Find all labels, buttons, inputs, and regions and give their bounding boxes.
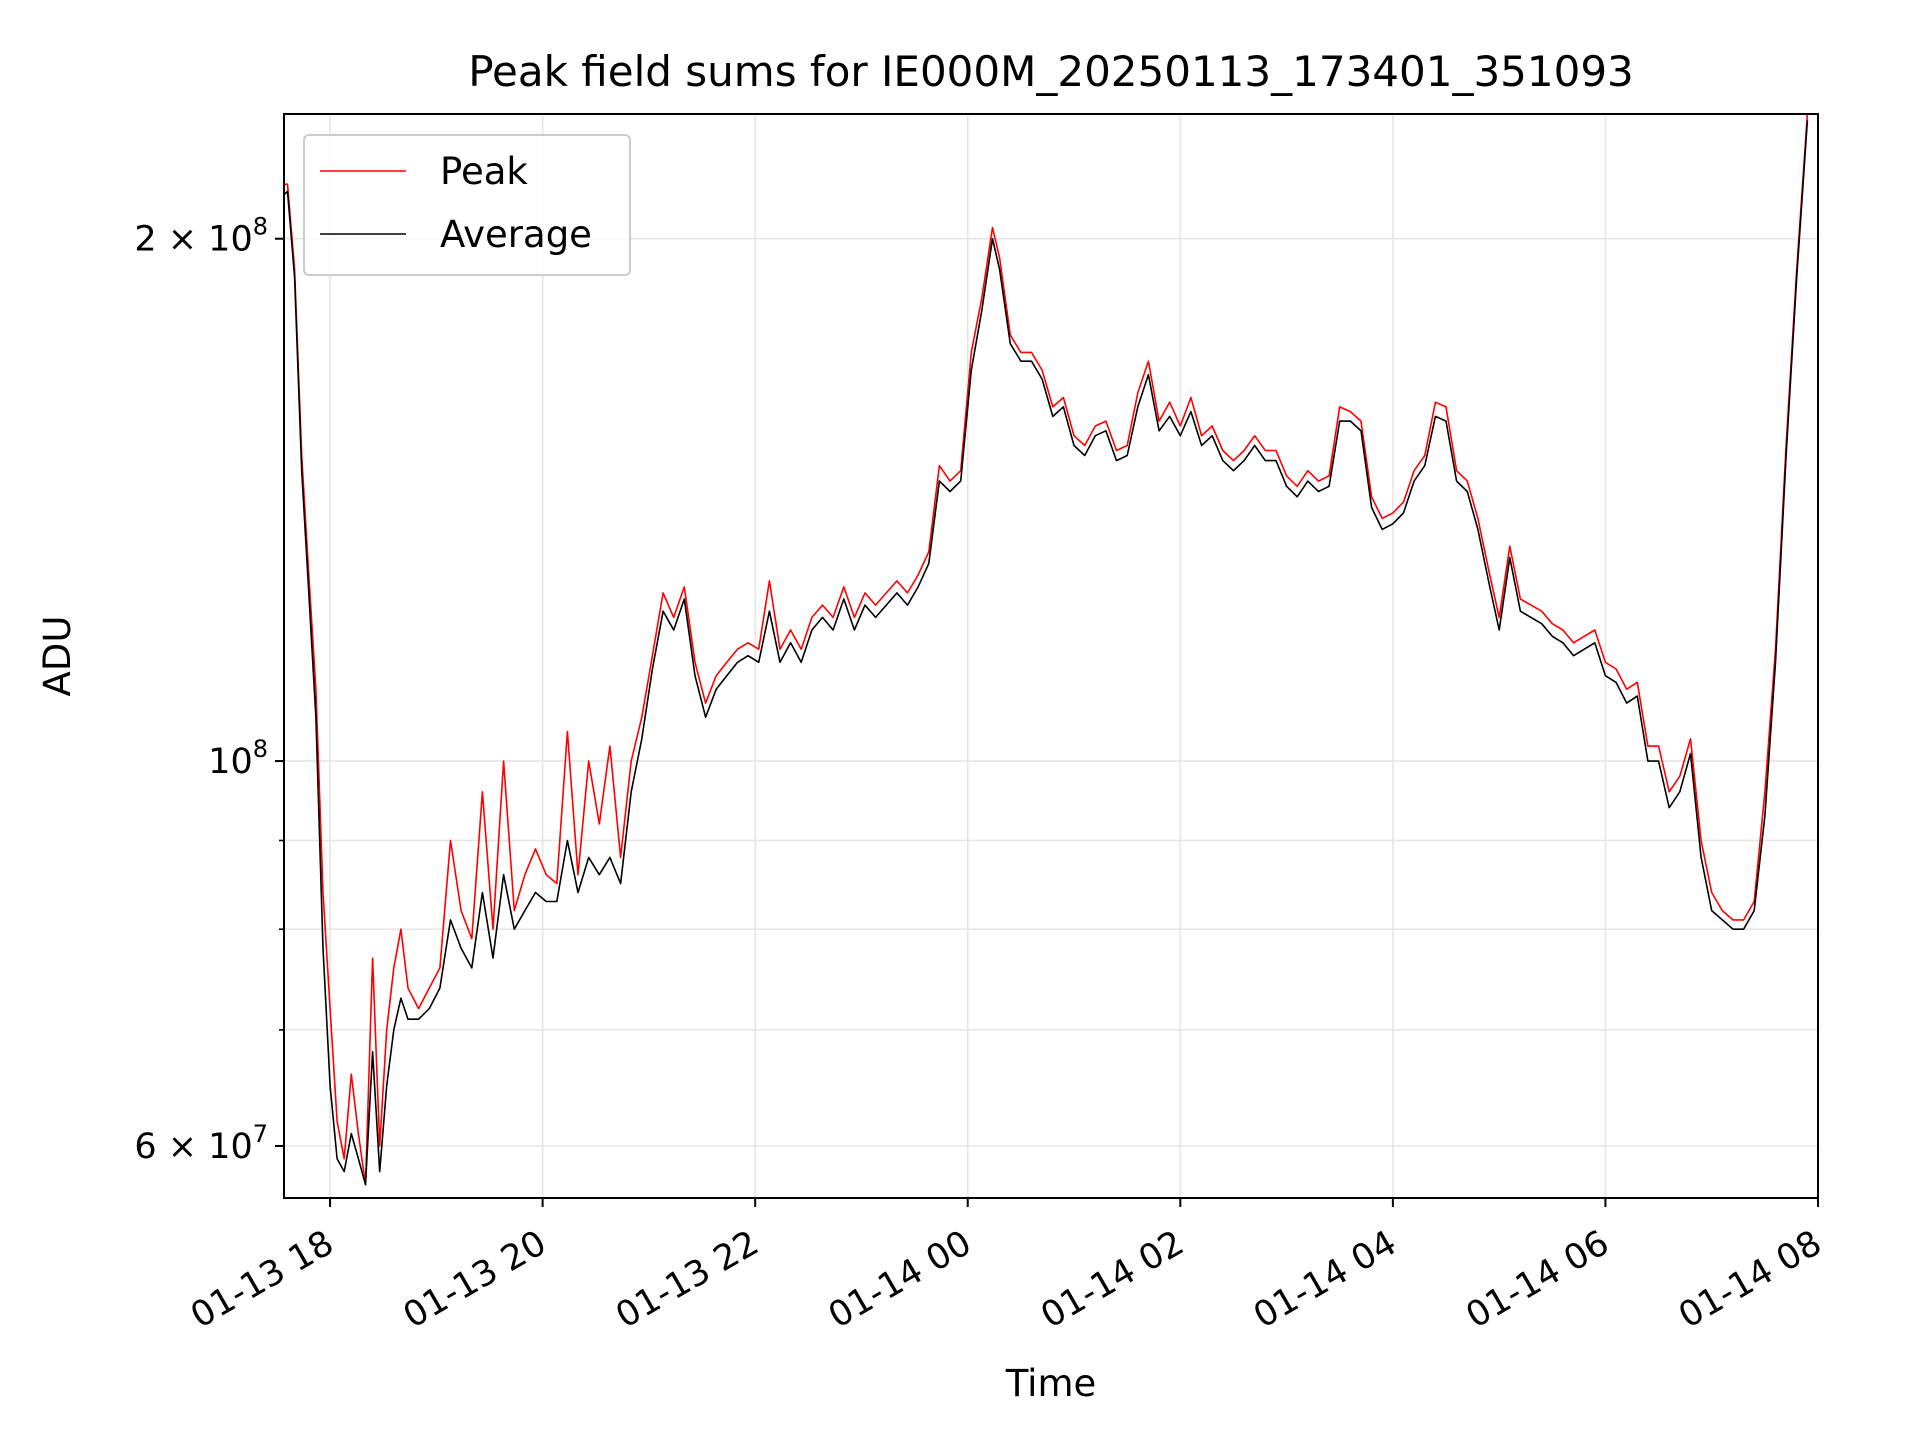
legend: Peak Average xyxy=(303,134,631,276)
series-line-average xyxy=(284,120,1809,1186)
plot-frame xyxy=(283,113,1819,1199)
series-layer xyxy=(284,114,1809,1186)
legend-box xyxy=(303,134,631,276)
y-tick-label: 108 xyxy=(208,735,268,782)
y-tick-label: 6 × 107 xyxy=(134,1120,268,1167)
y-tick-label: 2 × 108 xyxy=(134,213,268,260)
legend-label-peak: Peak xyxy=(440,150,528,193)
y-axis-label: ADU xyxy=(36,616,79,697)
x-axis-label: Time xyxy=(1005,1362,1097,1405)
y-axis: 6 × 107 108 2 × 108 xyxy=(134,213,284,1167)
legend-label-average: Average xyxy=(440,213,592,256)
chart-title: Peak field sums for IE000M_20250113_1734… xyxy=(468,47,1634,96)
series-line-peak xyxy=(284,114,1809,1186)
